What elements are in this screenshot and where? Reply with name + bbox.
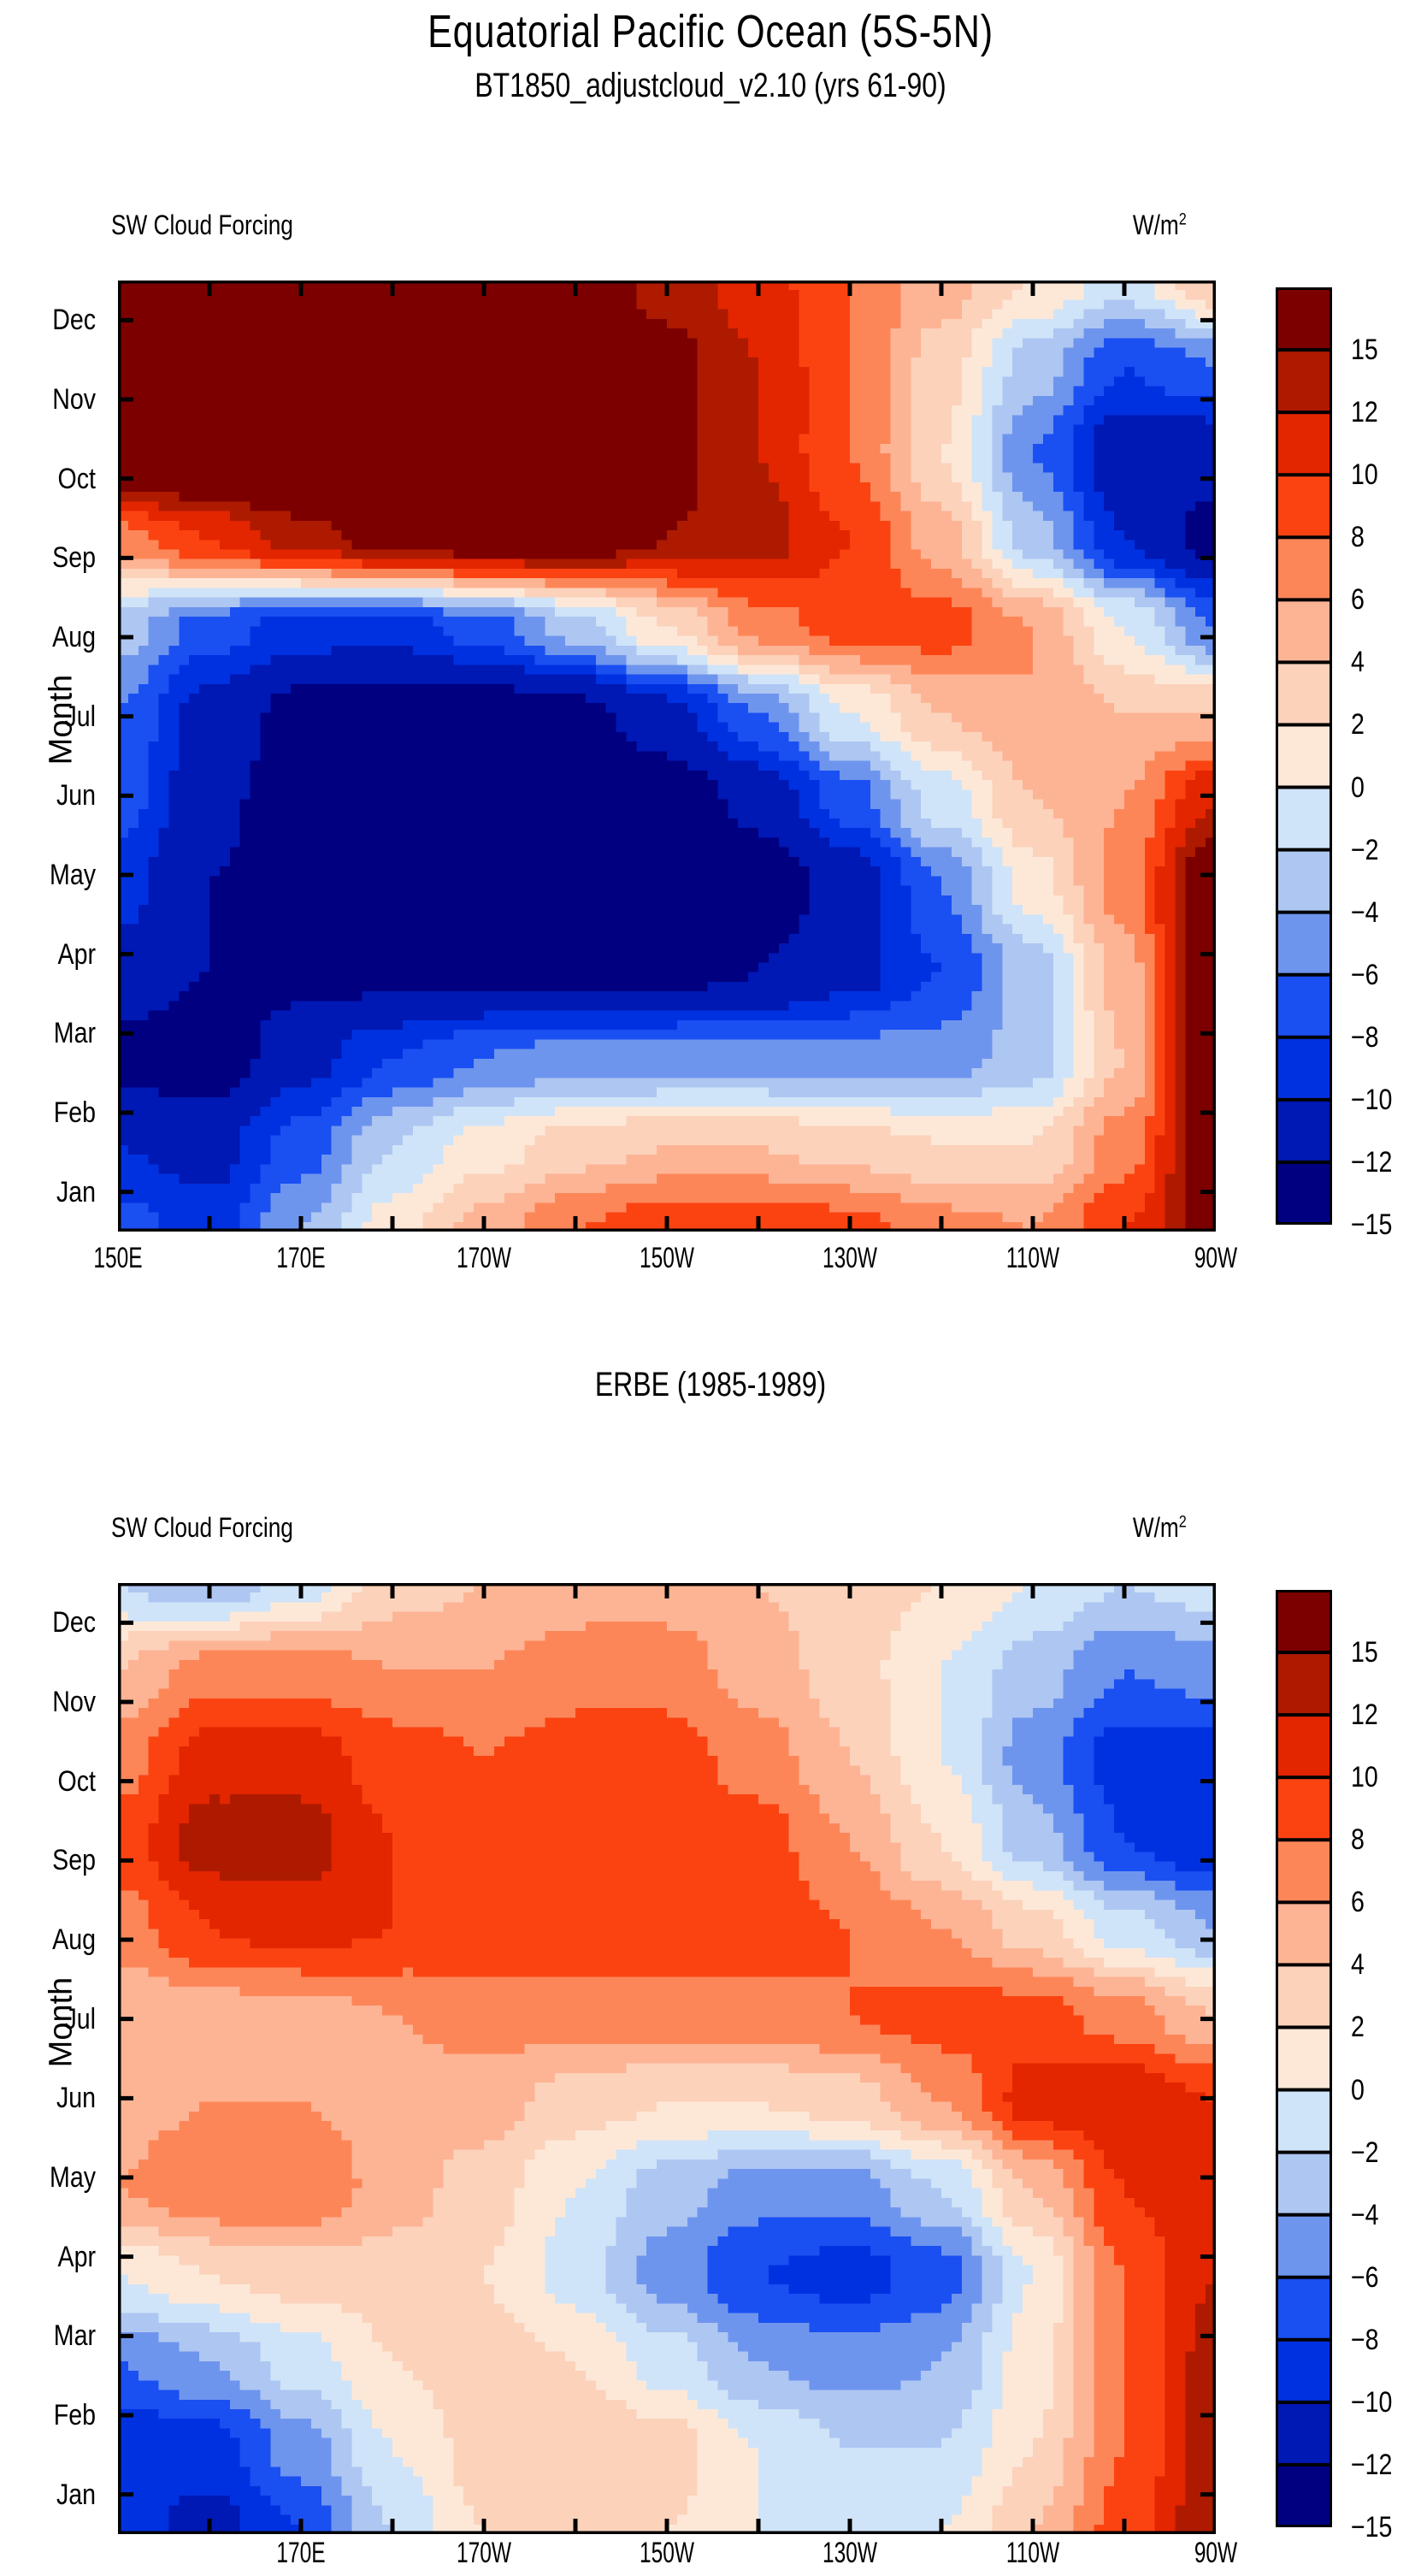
panel-1-longitude-tick: 90W	[1160, 1242, 1271, 1275]
colorbar-tick-label: 15	[1351, 331, 1378, 369]
panel-1-y-tick-labels: Dec Nov Oct Sep Aug Jul Jun May Apr Mar Feb Jan	[0, 281, 108, 1232]
panel-2-longitude-tick: 150W	[611, 2537, 722, 2570]
panel-1-variable-label: SW Cloud Forcing	[111, 210, 293, 241]
panel-2-longitude-tick: 170E	[245, 2537, 357, 2570]
panel-1-longitude-tick: 110W	[977, 1242, 1088, 1275]
panel-1-month-tick: Jun	[17, 775, 96, 816]
panel-2-month-tick: Jul	[17, 1999, 96, 2040]
panel-1-month-tick: Oct	[17, 458, 96, 499]
panel-2-month-tick: Mar	[17, 2315, 96, 2356]
panel-1-month-tick: Sep	[17, 537, 96, 578]
panel-1-month-tick: May	[17, 854, 96, 895]
colorbar-tick-label: 12	[1351, 393, 1378, 431]
colorbar-tick-label: −10	[1351, 1081, 1392, 1119]
panel-1-month-tick: Aug	[17, 617, 96, 658]
colorbar-tick-label: −6	[1351, 956, 1379, 994]
panel-2-units-label: W/m2	[1133, 1512, 1187, 1544]
panel-2-month-tick: May	[17, 2157, 96, 2198]
panel-2-colorbar	[1276, 1590, 1332, 2527]
panel-1-month-tick: Feb	[17, 1092, 96, 1133]
colorbar-tick-label: 2	[1351, 2008, 1365, 2046]
panel-2-longitude-tick: 90W	[1160, 2537, 1271, 2570]
colorbar-tick-label: 4	[1351, 643, 1365, 681]
colorbar-tick-label: −2	[1351, 831, 1379, 869]
panel-1-longitude-tick: 170E	[245, 1242, 357, 1275]
panel-2-month-tick: Aug	[17, 1919, 96, 1960]
page-title: Equatorial Pacific Ocean (5S-5N)	[142, 5, 1279, 58]
panel-1-colorbar	[1276, 287, 1332, 1225]
panel-1-month-tick: Mar	[17, 1013, 96, 1054]
colorbar-tick-label: −12	[1351, 2446, 1392, 2484]
colorbar-tick-label: 15	[1351, 1634, 1378, 1671]
panel-1-month-tick: Nov	[17, 379, 96, 420]
colorbar-tick-label: −15	[1351, 2508, 1392, 2546]
panel-2-month-tick: Oct	[17, 1761, 96, 1802]
panel-1-longitude-tick: 150E	[62, 1242, 174, 1275]
panel-2-colorbar-labels: 15 12 10 8 6 4 2 0 −2 −4 −6 −8 −10 −12 −15	[1341, 1590, 1421, 2544]
panel-2-longitude-tick: 170W	[428, 2537, 540, 2570]
colorbar-tick-label: 2	[1351, 706, 1365, 743]
colorbar-tick-label: 4	[1351, 1946, 1365, 1983]
panel-1-title: BT1850_adjustcloud_v2.10 (yrs 61-90)	[142, 67, 1279, 105]
panel-2-variable-label: SW Cloud Forcing	[111, 1512, 293, 1544]
colorbar-tick-label: 10	[1351, 1758, 1378, 1796]
panel-1-month-tick: Apr	[17, 934, 96, 975]
panel-1-longitude-tick: 170W	[428, 1242, 540, 1275]
panel-2-contour-plot	[118, 1583, 1216, 2534]
panel-2-month-tick: Dec	[17, 1602, 96, 1643]
colorbar-tick-label: 10	[1351, 456, 1378, 493]
panel-1-units-label: W/m2	[1133, 210, 1187, 241]
colorbar-tick-label: 8	[1351, 518, 1365, 556]
colorbar-tick-label: −8	[1351, 1019, 1379, 1056]
colorbar-tick-label: 0	[1351, 769, 1365, 806]
colorbar-tick-label: −4	[1351, 894, 1379, 931]
colorbar-tick-label: −10	[1351, 2384, 1392, 2421]
panel-1-y-axis-label: Month	[44, 626, 80, 814]
panel-1-month-tick: Jan	[17, 1172, 96, 1213]
panel-1-longitude-tick: 130W	[794, 1242, 905, 1275]
colorbar-tick-label: −8	[1351, 2321, 1379, 2359]
colorbar-tick-label: −12	[1351, 1143, 1392, 1181]
colorbar-tick-label: 8	[1351, 1821, 1365, 1858]
panel-2-month-tick: Jan	[17, 2474, 96, 2515]
panel-1-month-tick: Jul	[17, 696, 96, 737]
colorbar-tick-label: 6	[1351, 1883, 1365, 1921]
panel-1-colorbar-labels: 15 12 10 8 6 4 2 0 −2 −4 −6 −8 −10 −12 −15	[1341, 287, 1421, 1241]
panel-2-month-tick: Jun	[17, 2077, 96, 2118]
panel-2-y-axis-label: Month	[44, 1929, 80, 2117]
colorbar-tick-label: −4	[1351, 2196, 1379, 2234]
colorbar-tick-label: −15	[1351, 1206, 1392, 1244]
panel-1-contour-plot	[118, 281, 1216, 1232]
panel-2-title: ERBE (1985-1989)	[142, 1366, 1279, 1404]
panel-2-y-tick-labels: Dec Nov Oct Sep Aug Jul Jun May Apr Mar Feb Jan	[0, 1583, 108, 2534]
panel-2-month-tick: Feb	[17, 2395, 96, 2436]
colorbar-tick-label: 6	[1351, 581, 1365, 618]
panel-2-month-tick: Nov	[17, 1681, 96, 1722]
panel-2-month-tick: Sep	[17, 1840, 96, 1881]
panel-2-longitude-tick: 130W	[794, 2537, 905, 2570]
colorbar-tick-label: 12	[1351, 1696, 1378, 1734]
panel-1-month-tick: Dec	[17, 299, 96, 340]
colorbar-tick-label: −2	[1351, 2134, 1379, 2171]
panel-2-longitude-tick: 110W	[977, 2537, 1088, 2570]
colorbar-tick-label: −6	[1351, 2259, 1379, 2296]
panel-2-month-tick: Apr	[17, 2236, 96, 2278]
colorbar-tick-label: 0	[1351, 2071, 1365, 2109]
panel-1-longitude-tick: 150W	[611, 1242, 722, 1275]
